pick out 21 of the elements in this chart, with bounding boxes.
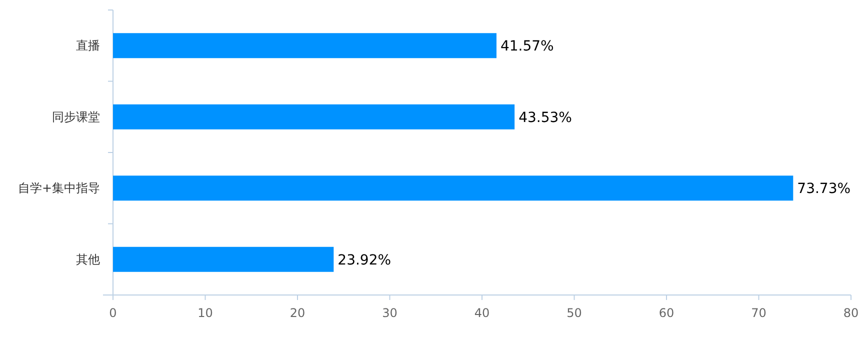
x-tick-label: 10: [198, 306, 213, 320]
x-tick-label: 60: [658, 306, 674, 320]
data-label: 23.92%: [338, 252, 392, 268]
y-tick-label: 其他: [76, 252, 100, 266]
y-tick-label: 同步课堂: [52, 110, 100, 124]
data-label: 41.57%: [500, 38, 554, 55]
bar: [113, 246, 334, 272]
x-tick-label: 70: [751, 306, 766, 320]
data-label: 73.73%: [797, 181, 851, 198]
y-tick-label: 直播: [76, 38, 100, 53]
x-tick-label: 40: [474, 306, 490, 320]
bar: [113, 33, 496, 58]
x-tick-label: 0: [109, 306, 117, 320]
y-tick-label: 自学+集中指导: [18, 181, 100, 196]
x-tick-label: 30: [382, 306, 398, 320]
bar: [113, 176, 794, 201]
x-tick-label: 20: [290, 306, 306, 320]
x-tick-label: 50: [566, 306, 582, 320]
bar: [113, 104, 515, 130]
x-tick-label: 80: [843, 306, 859, 320]
data-label: 43.53%: [518, 110, 572, 126]
